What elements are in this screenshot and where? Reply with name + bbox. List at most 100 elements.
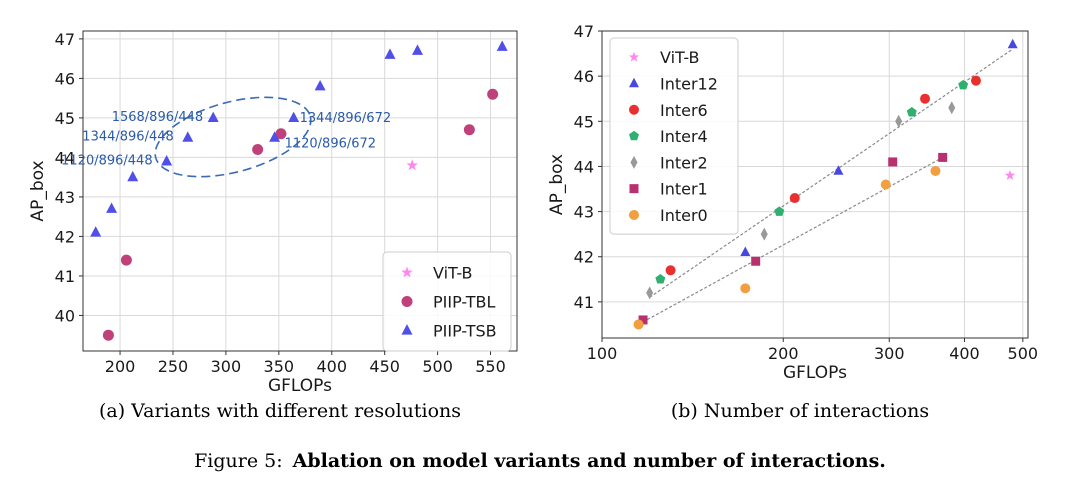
highlight-ellipse	[154, 96, 312, 178]
legend-label-inter0: Inter0	[660, 206, 708, 225]
x-tick-label: 300	[874, 344, 905, 363]
point-piip-tsb	[496, 40, 508, 51]
resolution-annotation: 1120/896/672	[285, 137, 376, 152]
legend-marker-inter0	[629, 209, 639, 220]
point-piip-tsb	[411, 44, 423, 55]
legend-box	[609, 37, 739, 235]
trend-line	[649, 48, 1014, 298]
point-inter4	[906, 107, 917, 117]
legend-label-inter2: Inter2	[660, 153, 708, 172]
y-tick-label: 47	[55, 30, 75, 49]
chart-a: 200 250 300 350 400 450 500 550 40 41 42 43 44 45 46 47…	[28, 30, 518, 396]
caption-a: (a) Variants with different resolutions	[99, 400, 461, 422]
x-axis-label: GFLOPs	[783, 363, 847, 383]
point-piip-tsb	[90, 226, 102, 237]
point-piip-tbl	[275, 128, 287, 140]
legend-label-inter4: Inter4	[660, 127, 708, 146]
caption-b: (b) Number of interactions	[671, 400, 929, 422]
legend-marker-inter4	[629, 130, 639, 141]
y-tick-label: 41	[574, 293, 594, 312]
y-tick-label: 43	[574, 203, 594, 222]
y-tick-label: 46	[574, 67, 594, 86]
y-tick-label: 41	[55, 267, 75, 286]
legend-label-inter1: Inter1	[660, 180, 708, 199]
point-piip-tsb	[314, 79, 326, 91]
x-tick-label: 300	[211, 357, 242, 376]
legend-marker-vit-b	[401, 266, 413, 278]
point-inter4	[655, 274, 666, 284]
point-inter4	[958, 79, 969, 90]
legend-label-piip-tbl: PIIP-TBL	[433, 293, 495, 312]
y-tick-label: 44	[574, 157, 594, 176]
point-inter4	[774, 206, 785, 216]
point-piip-tsb	[207, 111, 219, 123]
resolution-annotation: 1120/896/448	[61, 153, 152, 168]
y-tick-label: 45	[55, 109, 75, 128]
legend-marker-inter2	[630, 155, 638, 169]
point-inter2	[895, 114, 903, 128]
point-piip-tbl	[252, 144, 264, 156]
resolution-annotation: 1344/896/672	[300, 111, 391, 126]
y-tick-label: 40	[55, 306, 75, 325]
point-inter0	[740, 283, 751, 294]
figure-title: Ablation on model variants and number of…	[292, 450, 886, 472]
point-piip-tsb	[269, 131, 281, 142]
x-tick-label: 200	[768, 344, 799, 363]
point-piip-tsb	[161, 155, 173, 166]
point-inter2	[646, 286, 654, 300]
y-axis-label: AP_box	[28, 160, 48, 221]
point-inter0	[930, 165, 941, 176]
point-inter2	[760, 227, 768, 241]
resolution-annotation: 1568/896/448	[112, 110, 203, 125]
x-tick-label: 250	[158, 357, 189, 376]
x-tick-label: 400	[316, 357, 347, 376]
legend-label-piip-tsb: PIIP-TSB	[433, 322, 497, 341]
legend-label-inter6: Inter6	[660, 101, 708, 120]
point-inter2	[948, 101, 956, 115]
point-piip-tbl	[120, 254, 132, 266]
point-vit-b	[1004, 169, 1016, 180]
legend-marker-piip-tsb	[401, 324, 413, 335]
point-piip-tsb	[127, 170, 139, 182]
point-piip-tbl	[102, 329, 114, 341]
point-inter6	[789, 193, 800, 204]
point-inter12	[1007, 38, 1018, 49]
y-tick-label: 42	[574, 248, 594, 267]
x-tick-label: 500	[422, 357, 453, 376]
plot-frame	[82, 30, 518, 352]
y-axis-label: AP_box	[547, 154, 567, 215]
point-inter0	[880, 179, 891, 190]
x-tick-label: 200	[105, 357, 136, 376]
legend-box	[382, 251, 512, 352]
resolution-annotation: 1344/896/448	[82, 130, 173, 145]
point-piip-tsb	[288, 111, 300, 123]
y-tick-label: 44	[55, 148, 75, 167]
x-tick-label: 100	[587, 344, 618, 363]
point-piip-tbl	[463, 124, 475, 136]
point-piip-tsb	[106, 202, 118, 213]
legend-label-vit-b: ViT-B	[660, 48, 700, 67]
point-inter12	[833, 165, 844, 175]
figure-label: Figure 5:	[194, 450, 283, 472]
point-piip-tbl	[487, 88, 499, 100]
trend-line	[638, 156, 943, 325]
point-inter6	[920, 93, 931, 104]
x-tick-label: 550	[475, 357, 506, 376]
x-tick-label: 350	[264, 357, 295, 376]
point-inter12	[740, 246, 751, 256]
figure-caption: Figure 5: Ablation on model variants and…	[194, 450, 886, 472]
x-tick-label: 450	[369, 357, 400, 376]
point-inter6	[665, 265, 676, 276]
y-tick-label: 47	[574, 22, 594, 41]
point-inter1	[888, 157, 898, 167]
legend-label-vit-b: ViT-B	[433, 264, 473, 283]
legend-label-inter12: Inter12	[660, 74, 718, 93]
point-inter1	[751, 256, 761, 266]
chart-b: 100 200 300 400 500 41 42 43 44 45 46 47 GFLOPs AP_bo…	[547, 22, 1038, 383]
point-vit-b	[406, 159, 418, 171]
y-tick-label: 43	[55, 188, 75, 207]
legend-marker-inter12	[629, 77, 639, 88]
point-inter0	[633, 319, 644, 330]
point-inter1	[938, 152, 948, 162]
